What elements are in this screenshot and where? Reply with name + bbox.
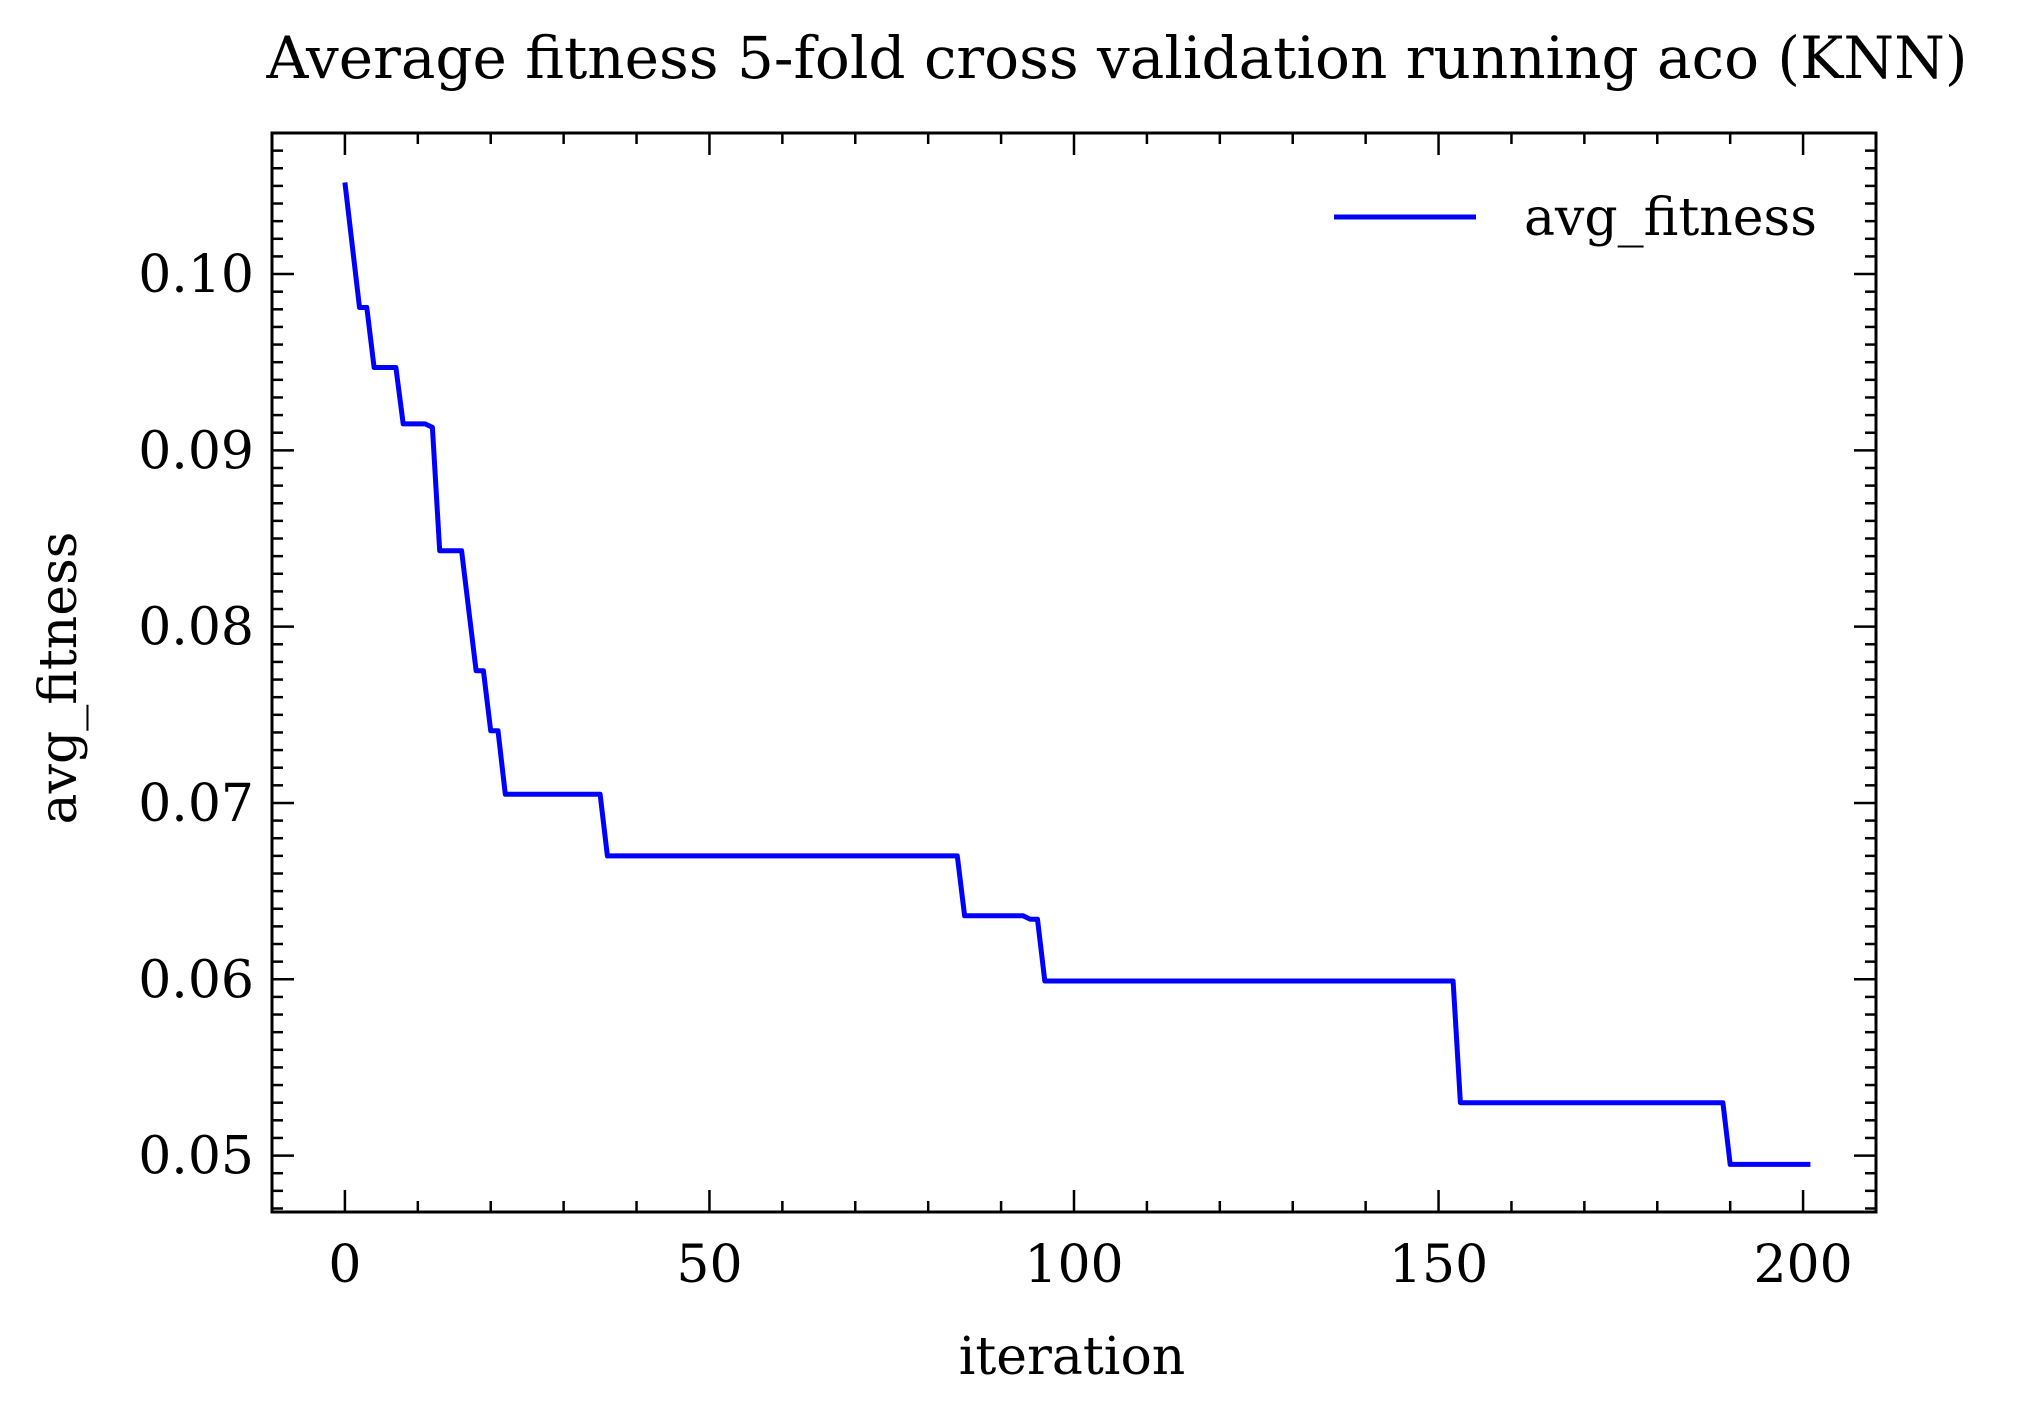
plot-frame [270,131,1878,1214]
x-tick-label: 50 [676,1235,742,1295]
y-tick-label: 0.09 [138,421,254,481]
legend: avg_fitness [1334,188,1817,248]
y-tick-label: 0.06 [138,950,254,1010]
y-axis-label: avg_fitness [29,532,89,825]
x-tick-label: 100 [1024,1235,1123,1295]
y-tick-label: 0.05 [138,1127,254,1187]
chart-title: Average fitness 5-fold cross validation … [265,24,1967,92]
x-tick-label: 200 [1753,1235,1852,1295]
legend-label-avg-fitness: avg_fitness [1524,188,1817,248]
y-tick-label: 0.07 [138,774,254,834]
x-tick-label: 150 [1389,1235,1488,1295]
plot-area: 0 50 100 150 200 0.05 0.06 0.07 0.08 0.09 0.10 [138,131,1878,1295]
y-tick-label: 0.10 [138,245,254,305]
series-line-avg-fitness [342,182,1811,1167]
y-tick-label: 0.08 [138,598,254,658]
x-tick-label: 0 [328,1235,361,1295]
x-axis-label: iteration [959,1327,1185,1387]
